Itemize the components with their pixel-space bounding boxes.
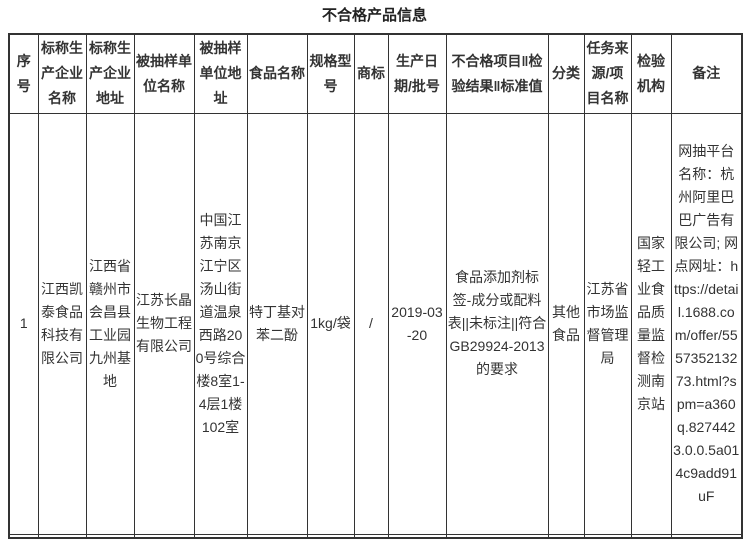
header-cell-inspection-agency: 检验机构 [630, 33, 672, 114]
header-cell-remarks: 备注 [670, 33, 743, 114]
header-cell-manufacturer-name: 标称生产企业名称 [37, 33, 87, 114]
header-cell-food-name: 食品名称 [246, 33, 308, 114]
cell-manufacturer-address: 江西省赣州市会昌县工业园九州基地 [85, 112, 135, 535]
header-cell-sampled-unit-address: 被抽样单位地址 [193, 33, 248, 114]
cell-index: 1 [8, 112, 39, 535]
header-cell-spec-model: 规格型号 [306, 33, 355, 114]
header-cell-manufacturer-address: 标称生产企业地址 [85, 33, 135, 114]
cell-inspection-agency: 国家轻工业食品质量监督检测南京站 [630, 112, 672, 535]
cell-spec-model: 1kg/袋 [306, 112, 355, 535]
table-row-partial [8, 533, 743, 539]
cell-sampled-unit-address: 中国江苏南京江宁区汤山街道温泉西路200号综合楼8室1-4层1楼102室 [193, 112, 248, 535]
nonconforming-products-table: 序号 标称生产企业名称 标称生产企业地址 被抽样单位名称 被抽样单位地址 食品名… [8, 33, 743, 539]
cell-food-name: 特丁基对苯二酚 [246, 112, 308, 535]
table-row: 1 江西凯泰食品科技有限公司 江西省赣州市会昌县工业园九州基地 江苏长晶生物工程… [8, 112, 743, 535]
cell-category: 其他食品 [547, 112, 585, 535]
header-cell-failed-item-result-standard: 不合格项目‖检验结果‖标准值 [445, 33, 549, 114]
cell-task-source: 江苏省市场监督管理局 [583, 112, 632, 535]
header-cell-sampled-unit-name: 被抽样单位名称 [133, 33, 195, 114]
header-cell-category: 分类 [547, 33, 585, 114]
cell-manufacturer-name: 江西凯泰食品科技有限公司 [37, 112, 87, 535]
cell-remarks: 网抽平台名称：杭州阿里巴巴广告有限公司; 网点网址：https://detail… [670, 112, 743, 535]
cell-sampled-unit-name: 江苏长晶生物工程有限公司 [133, 112, 195, 535]
header-row: 序号 标称生产企业名称 标称生产企业地址 被抽样单位名称 被抽样单位地址 食品名… [8, 33, 743, 114]
page-title: 不合格产品信息 [321, 7, 427, 24]
header-cell-task-source: 任务来源/项目名称 [583, 33, 632, 114]
header-cell-trademark: 商标 [353, 33, 389, 114]
cell-trademark: / [353, 112, 389, 535]
cell-production-date: 2019-03-20 [387, 112, 447, 535]
header-cell-production-date: 生产日期/批号 [387, 33, 447, 114]
cell-failed-item-result-standard: 食品添加剂标签-成分或配料表||未标注||符合GB29924-2013的要求 [445, 112, 549, 535]
header-cell-index: 序号 [8, 33, 39, 114]
